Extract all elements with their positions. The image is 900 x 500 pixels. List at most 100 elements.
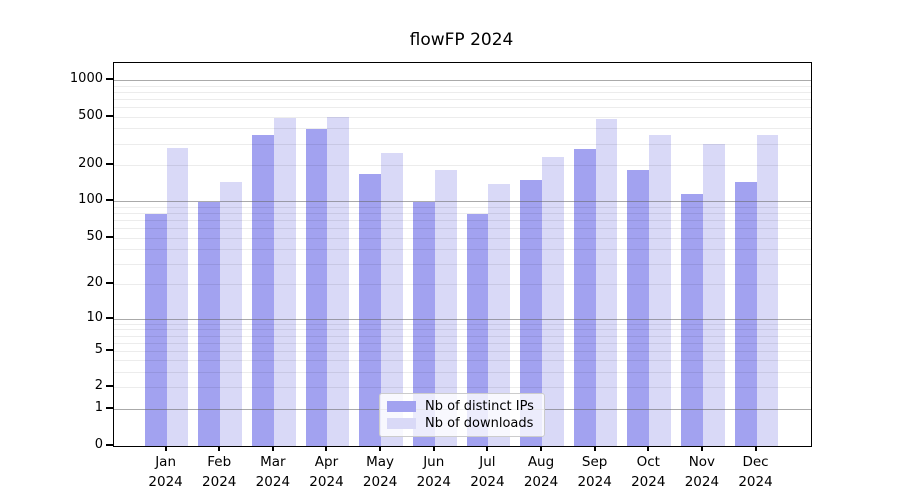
x-tick-label-jan: Jan 2024 bbox=[148, 454, 183, 490]
gridline-minor bbox=[114, 228, 811, 230]
y-tick-label: 1000 bbox=[69, 71, 103, 87]
y-tick bbox=[106, 78, 113, 81]
gridline-minor bbox=[114, 213, 811, 215]
gridline-minor bbox=[114, 284, 811, 286]
gridline-major bbox=[114, 80, 811, 82]
legend-row-downloads: Nb of downloads bbox=[387, 415, 536, 432]
gridline-minor bbox=[114, 350, 811, 352]
bar-downloads-oct bbox=[649, 135, 672, 446]
x-tick-label-nov: Nov 2024 bbox=[684, 454, 720, 490]
x-tick-label-jul: Jul 2024 bbox=[470, 454, 505, 490]
legend-swatch-downloads-icon bbox=[387, 418, 416, 429]
legend-label-distinct-ips: Nb of distinct IPs bbox=[425, 399, 534, 414]
x-tick bbox=[486, 446, 489, 451]
x-tick-label-dec: Dec 2024 bbox=[738, 454, 773, 490]
bar-distinct-ips-dec bbox=[734, 182, 757, 446]
y-tick-label: 100 bbox=[78, 192, 103, 208]
y-tick bbox=[106, 114, 113, 117]
x-tick-label-sep: Sep 2024 bbox=[577, 454, 612, 490]
bar-downloads-may bbox=[381, 152, 403, 446]
x-tick bbox=[379, 446, 382, 451]
x-tick-label-aug: Aug 2024 bbox=[523, 454, 559, 490]
y-tick-label: 1 bbox=[94, 399, 103, 415]
gridline-minor bbox=[114, 107, 811, 109]
x-tick-label-apr: Apr 2024 bbox=[309, 454, 344, 490]
x-tick-label-jun: Jun 2024 bbox=[416, 454, 451, 490]
bar-distinct-ips-feb bbox=[198, 201, 221, 446]
bar-downloads-jul bbox=[488, 184, 511, 446]
bar-distinct-ips-aug bbox=[520, 179, 542, 446]
bar-downloads-nov bbox=[702, 144, 725, 446]
chart-title: flowFP 2024 bbox=[409, 30, 514, 50]
gridline-minor bbox=[114, 143, 811, 145]
gridline-minor bbox=[114, 360, 811, 362]
y-tick bbox=[106, 316, 113, 319]
bar-distinct-ips-may bbox=[359, 174, 382, 446]
bar-distinct-ips-jan bbox=[144, 213, 167, 446]
legend: Nb of distinct IPs Nb of downloads bbox=[379, 393, 545, 437]
x-tick bbox=[647, 446, 650, 451]
legend-swatch-distinct-ips-icon bbox=[387, 401, 416, 412]
gridline-minor bbox=[114, 164, 811, 166]
bar-downloads-feb bbox=[220, 182, 243, 446]
gridline-minor bbox=[114, 323, 811, 325]
y-tick-label: 5 bbox=[94, 341, 103, 357]
y-tick-label: 50 bbox=[86, 228, 103, 244]
bar-downloads-jun bbox=[434, 170, 457, 446]
bar-distinct-ips-jun bbox=[412, 202, 435, 446]
y-tick-label: 500 bbox=[78, 107, 103, 123]
gridline-minor bbox=[114, 387, 811, 389]
y-tick-label: 2 bbox=[94, 378, 103, 394]
x-tick bbox=[164, 446, 167, 451]
x-tick bbox=[432, 446, 435, 451]
bar-downloads-mar bbox=[273, 118, 296, 446]
x-tick bbox=[700, 446, 703, 451]
y-tick-label: 0 bbox=[94, 436, 103, 452]
plot-area: Nb of distinct IPs Nb of downloads bbox=[113, 62, 812, 447]
x-tick bbox=[325, 446, 328, 451]
y-tick bbox=[106, 406, 113, 409]
bar-downloads-sep bbox=[595, 118, 618, 446]
bar-downloads-dec bbox=[756, 135, 779, 446]
legend-row-distinct-ips: Nb of distinct IPs bbox=[387, 398, 536, 415]
x-tick bbox=[593, 446, 596, 451]
gridline-major bbox=[114, 318, 811, 320]
gridline-minor bbox=[114, 249, 811, 251]
gridline-minor bbox=[114, 116, 811, 118]
y-tick bbox=[106, 348, 113, 351]
bar-downloads-apr bbox=[327, 116, 350, 446]
gridline-minor bbox=[114, 342, 811, 344]
bar-distinct-ips-nov bbox=[681, 194, 703, 446]
bar-distinct-ips-jul bbox=[466, 213, 489, 446]
bar-downloads-aug bbox=[542, 156, 564, 446]
gridline-minor bbox=[114, 91, 811, 93]
gridline-minor bbox=[114, 220, 811, 222]
legend-label-downloads: Nb of downloads bbox=[425, 416, 534, 431]
gridline-minor bbox=[114, 85, 811, 87]
gridline-major bbox=[114, 201, 811, 203]
gridline-minor bbox=[114, 206, 811, 208]
y-tick bbox=[106, 443, 113, 446]
gridline-minor bbox=[114, 263, 811, 265]
gridline-minor bbox=[114, 128, 811, 130]
y-tick-label: 200 bbox=[78, 155, 103, 171]
x-tick-label-mar: Mar 2024 bbox=[255, 454, 291, 490]
y-tick bbox=[106, 385, 113, 388]
gridline-minor bbox=[114, 329, 811, 331]
x-tick-label-oct: Oct 2024 bbox=[631, 454, 666, 490]
y-tick-label: 20 bbox=[86, 275, 103, 291]
bar-distinct-ips-sep bbox=[573, 148, 596, 446]
gridline-minor bbox=[114, 335, 811, 337]
y-tick-label: 10 bbox=[86, 309, 103, 325]
bar-distinct-ips-mar bbox=[252, 134, 274, 446]
bar-distinct-ips-apr bbox=[305, 128, 328, 446]
gridline-minor bbox=[114, 372, 811, 374]
x-tick-label-may: May 2024 bbox=[362, 454, 398, 490]
bar-downloads-jan bbox=[166, 147, 189, 446]
y-tick bbox=[106, 199, 113, 202]
x-tick bbox=[540, 446, 542, 451]
x-tick-label-feb: Feb 2024 bbox=[202, 454, 237, 490]
y-tick bbox=[106, 235, 113, 238]
bar-distinct-ips-oct bbox=[627, 169, 650, 446]
